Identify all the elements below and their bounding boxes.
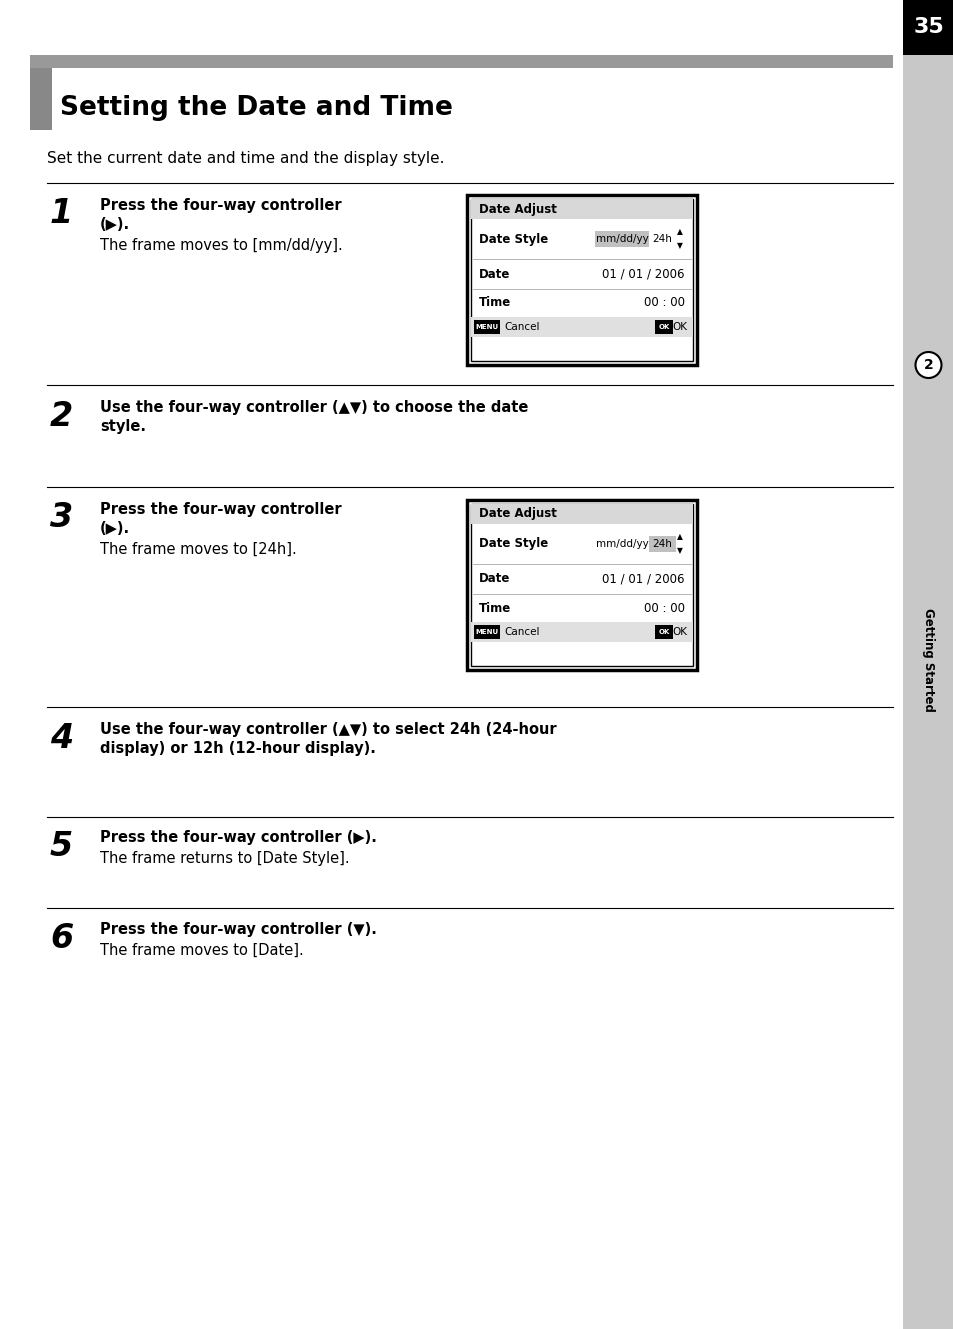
Text: Date Style: Date Style [478,537,548,550]
Bar [655,320,672,334]
Bar [474,320,499,334]
Bar [902,0,953,54]
Bar [655,625,672,639]
Bar [648,536,676,552]
Text: Use the four-way controller (▲▼) to select 24h (24-hour: Use the four-way controller (▲▼) to sele… [100,722,556,738]
Bar [471,504,692,666]
Text: The frame moves to [Date].: The frame moves to [Date]. [100,944,303,958]
Text: Use the four-way controller (▲▼) to choose the date: Use the four-way controller (▲▼) to choo… [100,400,528,415]
Bar [471,622,692,642]
Circle shape [915,352,941,377]
Text: (▶).: (▶). [100,217,130,233]
Text: style.: style. [100,419,146,435]
Text: 2: 2 [923,358,932,372]
Text: OK: OK [658,324,669,330]
Text: ▼: ▼ [677,242,682,250]
Text: 00 : 00: 00 : 00 [643,602,684,614]
Text: MENU: MENU [475,324,498,330]
Text: The frame returns to [Date Style].: The frame returns to [Date Style]. [100,851,349,867]
Bar [471,199,692,219]
Text: display) or 12h (12-hour display).: display) or 12h (12-hour display). [100,742,375,756]
Bar [902,0,953,1329]
Text: Press the four-way controller (▶).: Press the four-way controller (▶). [100,831,376,845]
Bar [30,68,52,130]
Text: 01 / 01 / 2006: 01 / 01 / 2006 [602,573,684,586]
Text: 35: 35 [912,17,943,37]
Bar [30,54,892,68]
Bar [467,195,697,365]
Text: Date Adjust: Date Adjust [478,202,557,215]
Text: 6: 6 [50,922,73,956]
Text: 01 / 01 / 2006: 01 / 01 / 2006 [602,267,684,280]
Text: Press the four-way controller (▼).: Press the four-way controller (▼). [100,922,376,937]
Text: Set the current date and time and the display style.: Set the current date and time and the di… [47,150,444,166]
Text: OK: OK [658,629,669,635]
Text: Cancel: Cancel [503,627,539,637]
Text: Setting the Date and Time: Setting the Date and Time [60,94,453,121]
Text: Getting Started: Getting Started [921,609,934,712]
Bar [595,231,648,247]
Text: MENU: MENU [475,629,498,635]
Bar [471,199,692,361]
Text: 1: 1 [50,197,73,230]
Text: Time: Time [478,602,511,614]
Text: ▼: ▼ [677,546,682,556]
Bar [467,500,697,670]
Text: The frame moves to [mm/dd/yy].: The frame moves to [mm/dd/yy]. [100,238,342,253]
Text: Date Style: Date Style [478,233,548,246]
Text: ▲: ▲ [677,227,682,237]
Text: Date: Date [478,573,510,586]
Bar [474,625,499,639]
Text: 2: 2 [50,400,73,433]
Text: The frame moves to [24h].: The frame moves to [24h]. [100,542,296,557]
Text: OK: OK [671,322,686,332]
Text: Press the four-way controller: Press the four-way controller [100,198,341,213]
Text: OK: OK [671,627,686,637]
Text: 3: 3 [50,501,73,534]
Text: (▶).: (▶). [100,521,130,536]
Text: Time: Time [478,296,511,310]
Bar [471,318,692,338]
Text: 00 : 00: 00 : 00 [643,296,684,310]
Text: 5: 5 [50,831,73,863]
Text: mm/dd/yy: mm/dd/yy [595,540,648,549]
Text: Press the four-way controller: Press the four-way controller [100,502,341,517]
Text: Date Adjust: Date Adjust [478,508,557,521]
Text: Cancel: Cancel [503,322,539,332]
Text: 24h: 24h [652,234,672,245]
Text: 4: 4 [50,722,73,755]
Text: 24h: 24h [652,540,672,549]
Bar [471,504,692,524]
Text: Date: Date [478,267,510,280]
Text: ▲: ▲ [677,533,682,541]
Text: mm/dd/yy: mm/dd/yy [595,234,648,245]
